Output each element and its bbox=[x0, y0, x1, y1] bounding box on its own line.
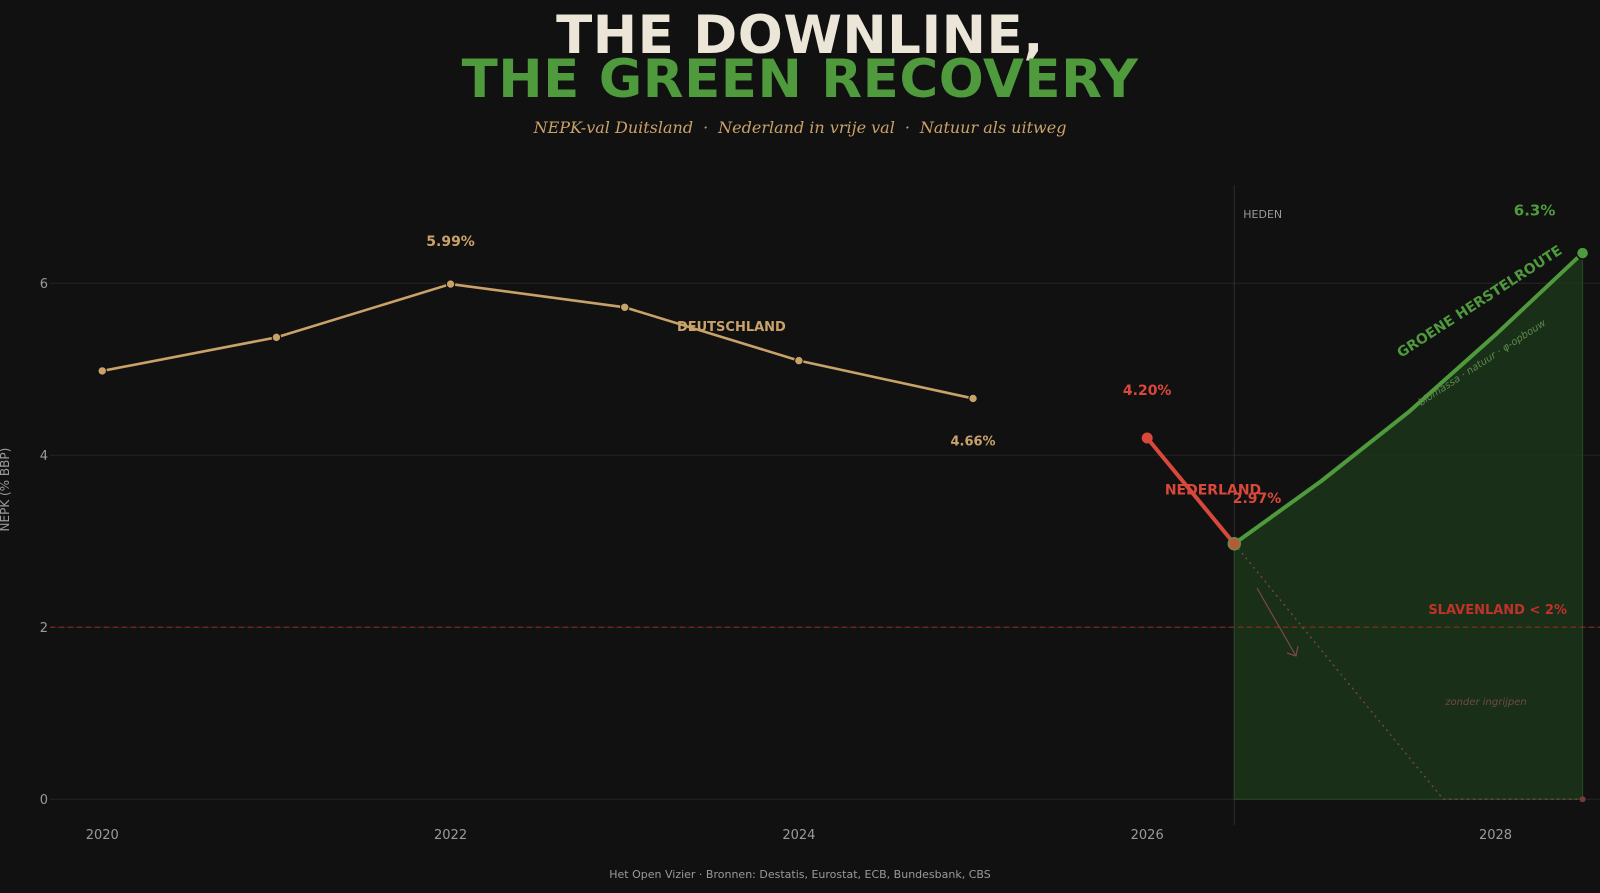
subtitle-part-3: Natuur als uitweg bbox=[919, 118, 1067, 137]
deutschland-line bbox=[102, 282, 974, 400]
data-label-nl-start: 4.20% bbox=[1123, 383, 1172, 399]
no-action-line bbox=[1233, 543, 1583, 800]
footer-sources: Het Open Vizier · Bronnen: Destatis, Eur… bbox=[609, 868, 991, 881]
threshold-label: SLAVENLAND < 2% bbox=[1428, 603, 1567, 618]
x-tick-label: 2026 bbox=[1131, 828, 1164, 843]
title-line-1: THE DOWNLINE, bbox=[556, 5, 1044, 66]
title-line-2: THE GREEN RECOVERY bbox=[461, 49, 1139, 110]
deutschland-point bbox=[620, 302, 630, 312]
data-label-de-last: 4.66% bbox=[950, 434, 995, 449]
subtitle-separator-2: · bbox=[904, 118, 910, 137]
deutschland-point bbox=[968, 393, 978, 404]
green-recovery-endpoint bbox=[1575, 246, 1590, 260]
deutschland-series-label: DEUTSCHLAND bbox=[677, 320, 786, 335]
y-tick-label: 0 bbox=[40, 793, 48, 808]
nederland-line bbox=[1145, 436, 1237, 546]
x-tick-label: 2022 bbox=[434, 828, 467, 843]
data-label-peak: 5.99% bbox=[426, 234, 475, 250]
deutschland-point bbox=[271, 332, 282, 343]
nederland-series-label: NEDERLAND bbox=[1165, 483, 1261, 499]
subtitle-part-1: NEPK-val Duitsland bbox=[533, 118, 694, 137]
subtitle: NEPK-val Duitsland · Nederland in vrije va… bbox=[0, 118, 1600, 137]
no-action-label: zonder ingrijpen bbox=[1444, 697, 1526, 708]
green-recovery-line bbox=[1232, 251, 1585, 546]
no-action-arrow-head bbox=[1286, 645, 1299, 657]
heden-label: HEDEN bbox=[1243, 208, 1282, 221]
data-label-green-end: 6.3% bbox=[1514, 201, 1556, 219]
subtitle-part-2: Nederland in vrije val bbox=[718, 118, 895, 137]
subtitle-separator-1: · bbox=[703, 118, 709, 137]
y-tick-label: 2 bbox=[40, 621, 48, 636]
deutschland-point bbox=[445, 279, 456, 289]
x-tick-label: 2020 bbox=[86, 828, 119, 843]
deutschland-point bbox=[97, 366, 107, 376]
y-tick-label: 4 bbox=[40, 449, 48, 464]
no-action-endpoint bbox=[1579, 796, 1586, 803]
no-action-arrow-shaft bbox=[1256, 587, 1297, 657]
y-axis-label: NEPK (% BBP) bbox=[0, 448, 12, 532]
x-tick-label: 2028 bbox=[1479, 828, 1512, 843]
deutschland-point bbox=[794, 355, 804, 366]
y-tick-label: 6 bbox=[40, 277, 48, 292]
data-label-nl-end: 2.97% bbox=[1233, 491, 1282, 507]
nederland-point-start bbox=[1141, 432, 1153, 444]
nederland-point-end bbox=[1227, 537, 1242, 551]
x-tick-label: 2024 bbox=[782, 828, 815, 843]
